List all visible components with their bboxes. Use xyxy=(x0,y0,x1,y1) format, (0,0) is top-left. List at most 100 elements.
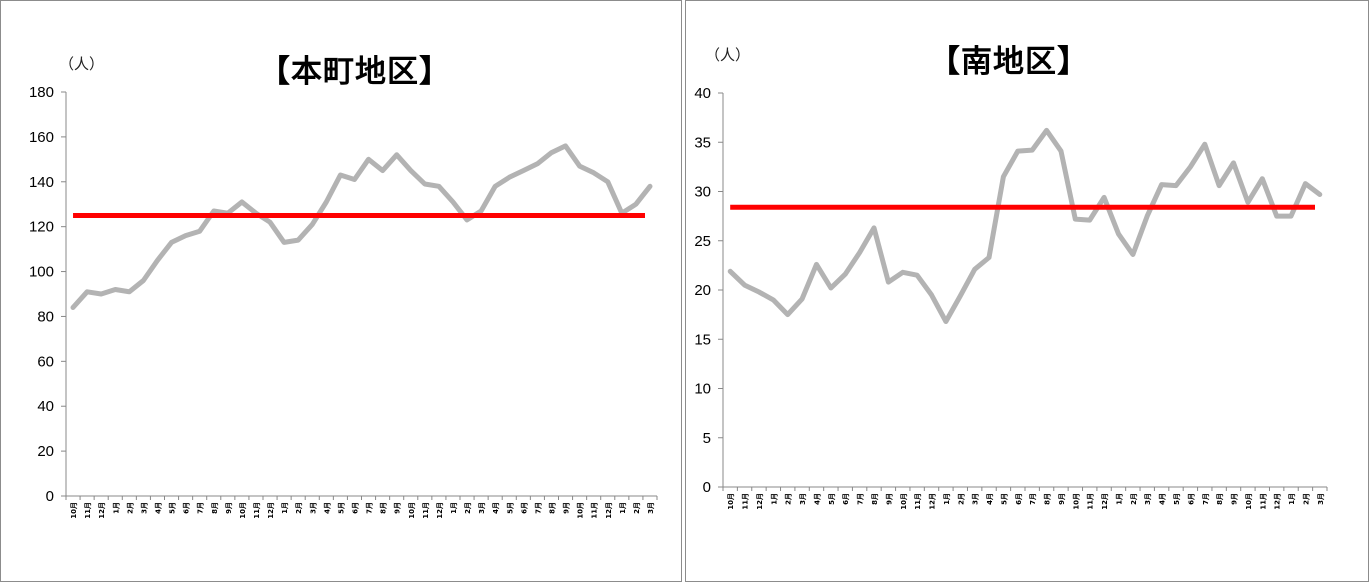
x-tick-label: 8月 xyxy=(871,493,879,505)
x-tick-label: 1月 xyxy=(1115,493,1123,505)
x-tick-label: 6月 xyxy=(1015,493,1023,505)
x-tick-label: 2月 xyxy=(633,502,641,514)
chart-title: 【南地区】 xyxy=(929,44,1089,80)
y-tick-label: 160 xyxy=(29,129,54,146)
x-tick-label: 2月 xyxy=(1130,493,1138,505)
x-tick-label: 1月 xyxy=(281,502,289,514)
y-tick-label: 180 xyxy=(29,84,54,101)
x-tick-label: 12月 xyxy=(98,502,106,519)
x-tick-label: 10月 xyxy=(577,502,585,519)
x-tick-label: 10月 xyxy=(70,502,78,519)
x-tick-label: 6月 xyxy=(1187,493,1195,505)
x-tick-label: 1月 xyxy=(1288,493,1296,505)
x-tick-label: 4月 xyxy=(813,493,821,505)
x-tick-label: 5月 xyxy=(1000,493,1008,505)
chart-panel-minami: （人） 【南地区】 0 5 10 15 20 25 30 35 40 10月 11月 12月 1月 2月 3… xyxy=(685,0,1369,582)
chart-title: 【本町地区】 xyxy=(259,54,451,90)
x-tick-label: 7月 xyxy=(197,502,205,514)
line-chart: 0 20 40 60 80 100 120 140 160 180 10月 11月 12月 1月 2月 3月 4… xyxy=(29,84,658,519)
y-tick-label: 20 xyxy=(37,443,54,460)
x-tick-label: 12月 xyxy=(436,502,444,519)
x-tick-label: 10月 xyxy=(1245,493,1253,510)
x-tick-label: 10月 xyxy=(727,493,735,510)
x-tick-label: 9月 xyxy=(1058,493,1066,505)
x-tick-label: 2月 xyxy=(957,493,965,505)
x-tick-label: 9月 xyxy=(1231,493,1239,505)
x-tick-label: 5月 xyxy=(828,493,836,505)
y-tick-label: 15 xyxy=(694,331,711,348)
x-tick-label: 4月 xyxy=(492,502,500,514)
x-tick-label: 4月 xyxy=(154,502,162,514)
x-tick-label: 10月 xyxy=(408,502,416,519)
y-tick-label: 30 xyxy=(694,184,711,201)
x-tick-label: 3月 xyxy=(140,502,148,514)
x-tick-label: 12月 xyxy=(1101,493,1109,510)
y-tick-label: 60 xyxy=(37,353,54,370)
x-tick-label: 4月 xyxy=(1159,493,1167,505)
x-tick-label: 3月 xyxy=(1144,493,1152,505)
x-tick-label: 11月 xyxy=(253,502,261,519)
series-line xyxy=(727,127,1323,324)
x-tick-label: 5月 xyxy=(1173,493,1181,505)
x-tick-label: 3月 xyxy=(799,493,807,505)
y-tick-label: 80 xyxy=(37,308,54,325)
x-tick-label: 12月 xyxy=(929,493,937,510)
line-chart: 0 5 10 15 20 25 30 35 40 10月 11月 12月 1月 2月 3月 4月 5月 6月 7月 8… xyxy=(694,85,1328,510)
x-tick-label: 3月 xyxy=(1317,493,1325,505)
x-tick-label: 2月 xyxy=(464,502,472,514)
x-tick-label: 12月 xyxy=(1274,493,1282,510)
x-tick-label: 1月 xyxy=(770,493,778,505)
x-tick-label: 4月 xyxy=(323,502,331,514)
x-tick-label: 7月 xyxy=(1029,493,1037,505)
x-tick-label: 1月 xyxy=(943,493,951,505)
x-tick-label: 2月 xyxy=(295,502,303,514)
series-line xyxy=(70,143,653,310)
y-tick-label: 0 xyxy=(46,488,54,505)
x-tick-label: 8月 xyxy=(1216,493,1224,505)
x-tick-label: 11月 xyxy=(422,502,430,519)
y-tick-label: 140 xyxy=(29,174,54,191)
x-tick-label: 2月 xyxy=(785,493,793,505)
x-tick-label: 12月 xyxy=(756,493,764,510)
chart-panel-hommachi: （人） 【本町地区】 0 20 40 60 80 100 120 140 160 180 10月 11… xyxy=(0,0,682,582)
x-tick-label: 6月 xyxy=(183,502,191,514)
x-tick-label: 9月 xyxy=(225,502,233,514)
x-tick-label: 5月 xyxy=(506,502,514,514)
x-tick-label: 12月 xyxy=(605,502,613,519)
x-tick-label: 3月 xyxy=(309,502,317,514)
x-tick-label: 5月 xyxy=(337,502,345,514)
x-tick-label: 1月 xyxy=(450,502,458,514)
x-tick-label: 9月 xyxy=(885,493,893,505)
y-tick-label: 25 xyxy=(694,233,711,250)
x-tick-label: 2月 xyxy=(126,502,134,514)
x-tick-label: 11月 xyxy=(84,502,92,519)
y-tick-label: 0 xyxy=(703,479,711,496)
x-tick-label: 1月 xyxy=(619,502,627,514)
x-tick-label: 3月 xyxy=(478,502,486,514)
x-tick-label: 9月 xyxy=(563,502,571,514)
y-tick-label: 5 xyxy=(703,430,711,447)
x-tick-label: 8月 xyxy=(548,502,556,514)
x-tick-label: 5月 xyxy=(169,502,177,514)
y-axis-unit-label: （人） xyxy=(59,55,105,73)
x-tick-label: 6月 xyxy=(842,493,850,505)
x-tick-label: 11月 xyxy=(1259,493,1267,510)
y-tick-label: 10 xyxy=(694,381,711,398)
y-tick-label: 100 xyxy=(29,264,54,281)
x-tick-label: 11月 xyxy=(591,502,599,519)
x-tick-label: 10月 xyxy=(239,502,247,519)
x-tick-label: 7月 xyxy=(366,502,374,514)
x-tick-label: 12月 xyxy=(267,502,275,519)
y-tick-label: 40 xyxy=(694,85,711,102)
y-axis-unit-label: （人） xyxy=(705,46,751,64)
x-tick-label: 11月 xyxy=(914,493,922,510)
x-tick-label: 10月 xyxy=(900,493,908,510)
y-tick-label: 40 xyxy=(37,398,54,415)
x-tick-label: 11月 xyxy=(742,493,750,510)
x-tick-label: 7月 xyxy=(1202,493,1210,505)
x-tick-label: 2月 xyxy=(1302,493,1310,505)
x-tick-label: 9月 xyxy=(394,502,402,514)
y-tick-label: 35 xyxy=(694,134,711,151)
x-tick-label: 6月 xyxy=(351,502,359,514)
x-tick-label: 1月 xyxy=(112,502,120,514)
